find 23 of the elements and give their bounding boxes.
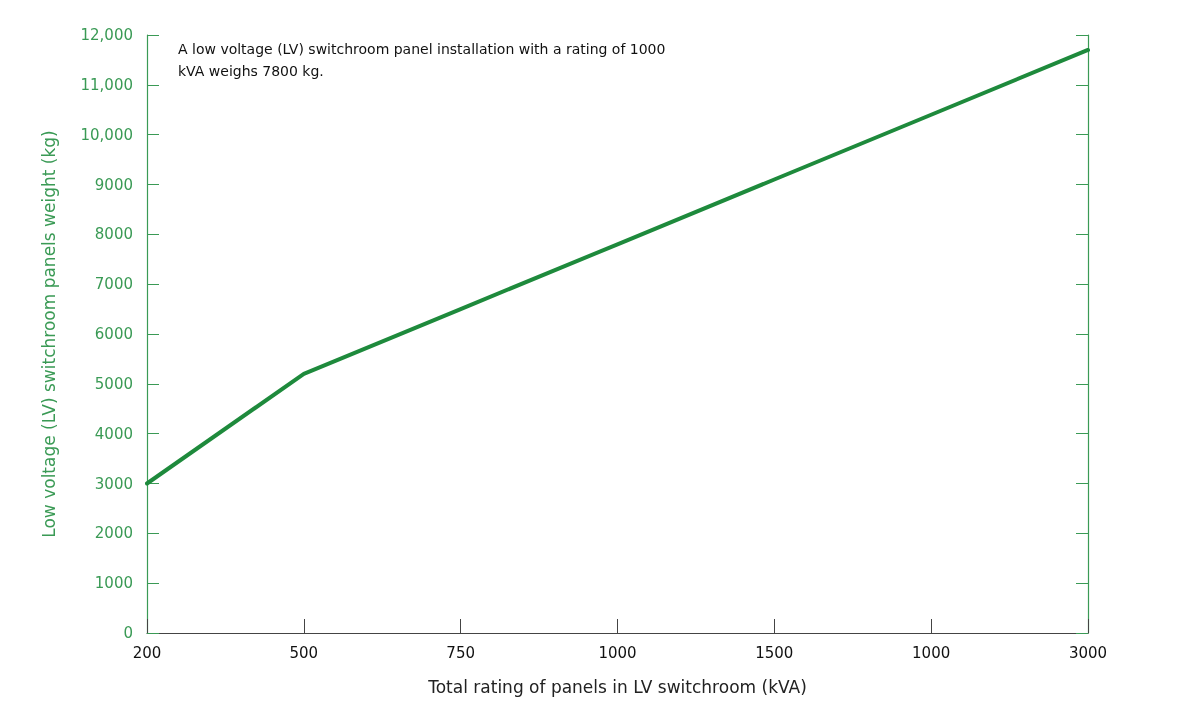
- x-tick-label: 1000: [912, 643, 951, 662]
- y-tick-label: 3000: [94, 474, 133, 493]
- y-axis-title: Low voltage (LV) switchroom panels weight (kg): [38, 130, 59, 538]
- y-tick-label: 7000: [94, 275, 133, 294]
- x-axis-title: Total rating of panels in LV switchroom (kVA): [427, 676, 807, 697]
- y-tick-label: 4000: [94, 424, 133, 443]
- x-tick-label: 1000: [598, 643, 637, 662]
- x-tick-label: 1500: [755, 643, 794, 662]
- y-tick-label: 10,000: [80, 125, 133, 144]
- y-tick-label: 5000: [94, 374, 133, 393]
- y-tick-label: 11,000: [80, 75, 133, 94]
- x-tick-label: 750: [446, 643, 475, 662]
- x-tick-label: 500: [289, 643, 319, 662]
- y-tick-label: 2000: [94, 524, 133, 543]
- y-tick-label: 9000: [94, 175, 133, 194]
- y-tick-label: 8000: [94, 225, 133, 244]
- x-tick-label: 3000: [1068, 643, 1108, 662]
- y-tick-label: 12,000: [80, 26, 133, 44]
- x-tick-label: 200: [132, 643, 162, 662]
- y-tick-label: 1000: [94, 574, 133, 593]
- annotation: A low voltage (LV) switchroom panel installation with a rating of 1000 kVA weighs 7800 kg.: [178, 41, 670, 79]
- y-tick-label: 0: [123, 624, 133, 642]
- y-tick-label: 6000: [94, 325, 133, 343]
